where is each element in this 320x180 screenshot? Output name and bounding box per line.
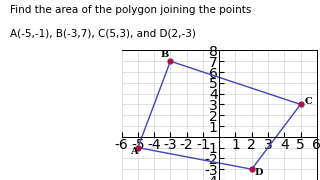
Text: C: C bbox=[305, 97, 312, 106]
Text: A: A bbox=[130, 147, 137, 156]
Text: Find the area of the polygon joining the points: Find the area of the polygon joining the… bbox=[10, 5, 251, 15]
Text: D: D bbox=[254, 168, 262, 177]
Text: B: B bbox=[161, 50, 169, 59]
Text: A(-5,-1), B(-3,7), C(5,3), and D(2,-3): A(-5,-1), B(-3,7), C(5,3), and D(2,-3) bbox=[10, 29, 196, 39]
